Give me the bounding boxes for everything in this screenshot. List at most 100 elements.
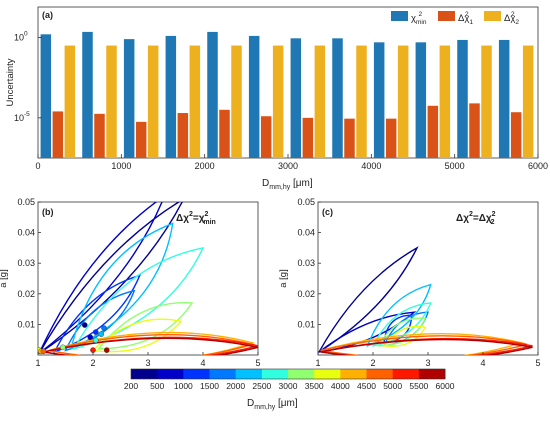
contour-3750 xyxy=(382,325,427,347)
y-axis-label: a [g] xyxy=(0,269,9,288)
contour-250 xyxy=(318,246,419,353)
colorbar-tick-label: 5000 xyxy=(383,381,402,391)
bar-chi2min-10 xyxy=(457,39,468,159)
y-tick-label: 10 xyxy=(14,33,24,43)
bar-dchi1-11 xyxy=(510,112,522,158)
y-tick-label: 0.01 xyxy=(297,319,315,329)
y-tick-label: 0.05 xyxy=(297,197,315,207)
x-tick-label: 2 xyxy=(90,358,95,368)
y-tick-exponent: 0 xyxy=(24,31,28,38)
bar-dchi1-6 xyxy=(302,117,314,158)
colorbar-segment-4250 xyxy=(340,369,367,379)
contour-3250 xyxy=(377,317,427,347)
bar-dchi2-10 xyxy=(481,45,492,158)
colorbar: 200 500 1000 1500 2000 2500 3000 3500 4000 4500 50… xyxy=(124,368,455,411)
bar-dchi1-8 xyxy=(385,118,397,158)
bar-chi2min-8 xyxy=(373,42,385,159)
bar-dchi1-10 xyxy=(469,103,480,158)
y-tick-label: 0.03 xyxy=(17,258,35,268)
y-axis-label: a [g] xyxy=(278,269,289,288)
contour-group xyxy=(38,202,258,355)
colorbar-tick-label: 2500 xyxy=(252,381,271,391)
best-fit-point-1250 xyxy=(92,329,99,335)
colorbar-segment-4750 xyxy=(366,369,394,379)
equation-annotation: Δχ2=Δχ2 2 xyxy=(456,211,496,226)
bar-chi2min-9 xyxy=(415,42,427,159)
best-fit-point-2250 xyxy=(98,331,105,337)
contour-750 xyxy=(318,311,417,353)
contour-group xyxy=(318,246,533,355)
colorbar-segment-3750 xyxy=(314,369,341,379)
contour-2750 xyxy=(72,246,205,351)
y-axis-label: Uncertainty xyxy=(5,58,16,106)
legend-swatch-chi2min xyxy=(391,11,408,21)
y-tick-label: 0.01 xyxy=(17,319,35,329)
x-tick-label: 6000 xyxy=(528,161,548,171)
colorbar-segment-750 xyxy=(157,369,184,379)
bar-dchi2-11 xyxy=(522,45,534,158)
bar-chi2min-7 xyxy=(332,38,343,159)
legend-swatch-dchi1 xyxy=(438,11,455,21)
colorbar-frame xyxy=(130,368,446,380)
bar-chi2min-2 xyxy=(123,39,135,159)
bar-dchi2-4 xyxy=(231,45,242,158)
colorbar-segment-3250 xyxy=(288,369,315,379)
bar-chi2min-0 xyxy=(40,34,52,158)
best-fit-point-1000 xyxy=(87,334,94,341)
x-axis-label: Dmm,hy [μm] xyxy=(262,178,313,191)
bar-chi2min-3 xyxy=(165,35,177,158)
colorbar-segment-2750 xyxy=(261,369,289,379)
bar-dchi1-2 xyxy=(135,121,147,158)
bar-chi2min-11 xyxy=(498,39,510,159)
colorbar-tick-label: 500 xyxy=(150,381,164,391)
contour-1750 xyxy=(64,289,136,352)
x-tick-label: 2 xyxy=(370,358,375,368)
legend-label-chi2min: χmin2 xyxy=(411,11,427,26)
colorbar-label: Dmm,hy [μm] xyxy=(247,398,298,411)
bar-chi2min-1 xyxy=(82,31,93,159)
best-fit-point-3250 xyxy=(59,344,66,351)
x-tick-label: 5000 xyxy=(445,161,465,171)
bar-dchi1-3 xyxy=(177,113,189,158)
equation-annotation: Δχ2=χ2 min xyxy=(176,211,216,226)
x-tick-label: 4 xyxy=(200,358,205,368)
contour-750 xyxy=(38,202,163,355)
colorbar-segment-5750 xyxy=(418,369,446,379)
bar-dchi2-0 xyxy=(64,45,76,158)
legend-label-dchi1: Δχ12 xyxy=(458,11,473,26)
plot-area xyxy=(37,201,259,356)
y-tick-label: 0.05 xyxy=(17,197,35,207)
panel-label: (c) xyxy=(322,207,333,217)
bar-dchi2-5 xyxy=(272,45,284,158)
bar-dchi2-6 xyxy=(314,45,326,158)
colorbar-tick-label: 200 xyxy=(124,381,138,391)
x-tick-label: 5 xyxy=(535,358,540,368)
colorbar-tick-label: 3500 xyxy=(305,381,324,391)
y-tick-label: 0.02 xyxy=(297,289,315,299)
colorbar-tick-label: 4000 xyxy=(331,381,350,391)
colorbar-tick-label: 2000 xyxy=(226,381,245,391)
colorbar-segment-1250 xyxy=(183,369,210,379)
colorbar-tick-label: 1500 xyxy=(200,381,219,391)
bar-chi2min-6 xyxy=(290,38,302,159)
colorbar-tick-label: 1000 xyxy=(174,381,193,391)
colorbar-tick-label: 6000 xyxy=(436,381,455,391)
bar-chi2min-5 xyxy=(248,35,260,158)
x-tick-label: 1 xyxy=(35,358,40,368)
bar-dchi2-9 xyxy=(439,45,451,158)
y-tick-label: 0.03 xyxy=(297,258,315,268)
colorbar-segment-5250 xyxy=(392,369,420,379)
legend-swatch-dchi2 xyxy=(484,11,501,21)
bar-dchi1-5 xyxy=(260,116,272,158)
bar-dchi1-4 xyxy=(219,109,230,158)
x-tick-label: 3 xyxy=(425,358,430,368)
best-fit-point-5250 xyxy=(90,347,96,353)
x-tick-label: 1000 xyxy=(111,161,131,171)
contour-2250 xyxy=(366,283,432,347)
bar-chi2min-4 xyxy=(207,31,218,159)
bar-dchi2-8 xyxy=(397,45,409,158)
